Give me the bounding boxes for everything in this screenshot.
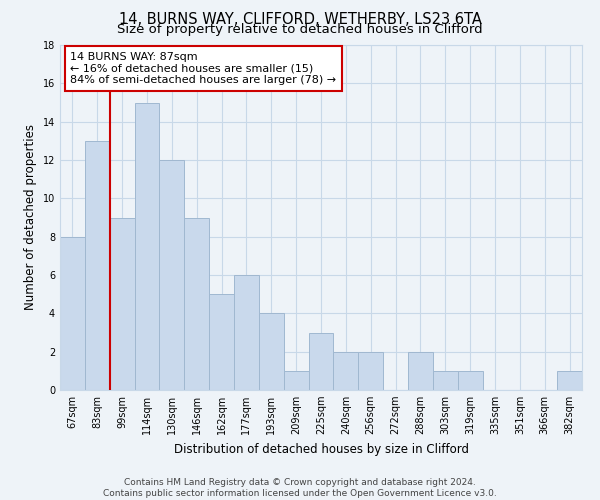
- Text: Size of property relative to detached houses in Clifford: Size of property relative to detached ho…: [117, 22, 483, 36]
- Bar: [85, 141, 110, 390]
- Bar: [433, 371, 458, 390]
- Bar: [308, 332, 334, 390]
- Bar: [110, 218, 134, 390]
- Text: 14 BURNS WAY: 87sqm
← 16% of detached houses are smaller (15)
84% of semi-detach: 14 BURNS WAY: 87sqm ← 16% of detached ho…: [70, 52, 337, 85]
- Bar: [234, 275, 259, 390]
- Y-axis label: Number of detached properties: Number of detached properties: [24, 124, 37, 310]
- Bar: [134, 102, 160, 390]
- Bar: [334, 352, 358, 390]
- Bar: [160, 160, 184, 390]
- Bar: [184, 218, 209, 390]
- Bar: [209, 294, 234, 390]
- Bar: [458, 371, 482, 390]
- Bar: [358, 352, 383, 390]
- Bar: [60, 236, 85, 390]
- Bar: [408, 352, 433, 390]
- Text: Contains HM Land Registry data © Crown copyright and database right 2024.
Contai: Contains HM Land Registry data © Crown c…: [103, 478, 497, 498]
- Bar: [557, 371, 582, 390]
- Text: 14, BURNS WAY, CLIFFORD, WETHERBY, LS23 6TA: 14, BURNS WAY, CLIFFORD, WETHERBY, LS23 …: [119, 12, 481, 28]
- Bar: [259, 314, 284, 390]
- Bar: [284, 371, 308, 390]
- X-axis label: Distribution of detached houses by size in Clifford: Distribution of detached houses by size …: [173, 442, 469, 456]
